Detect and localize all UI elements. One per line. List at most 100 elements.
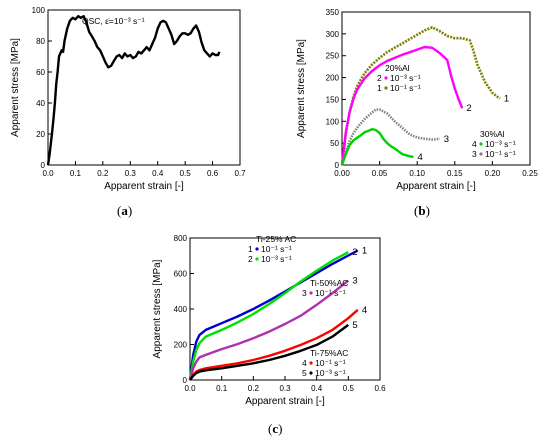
chart-panel-a: 0.0 0.1 0.2 0.3 0.4 0.5 0.6 0.7 0 20 40 60 80 100 Appa… xyxy=(0,0,250,220)
x-tick-label: 0.00 xyxy=(334,169,350,178)
y-tick-label: 200 xyxy=(326,74,340,83)
y-tick-label: 40 xyxy=(36,99,45,108)
legend-entry-text: 10⁻³ s⁻¹ xyxy=(315,368,346,378)
y-tick-label: 0 xyxy=(183,376,188,385)
caption-b: (b) xyxy=(414,203,430,218)
x-tick-label: 0.5 xyxy=(343,384,355,393)
y-tick-label: 250 xyxy=(326,52,340,61)
y-tick-label: 800 xyxy=(174,234,188,243)
series-line xyxy=(188,249,359,381)
x-tick-label: 0.0 xyxy=(184,384,196,393)
chart-a-svg: 0.0 0.1 0.2 0.3 0.4 0.5 0.6 0.7 0 20 40 60 80 100 Appa… xyxy=(10,6,246,192)
x-tick-label: 0.1 xyxy=(216,384,228,393)
y-axis-label: Apparent stress [MPa] xyxy=(296,39,307,138)
x-tick-label: 0.0 xyxy=(42,169,54,178)
series-end-label: 4 xyxy=(417,152,422,163)
legend-marker xyxy=(309,291,313,295)
y-tick-label: 350 xyxy=(326,8,340,17)
chart-panel-b: 0.00 0.05 0.10 0.15 0.20 0.25 0 50 100 150 200 250 3… xyxy=(282,0,550,225)
legend-entry-text: 10⁻³ s⁻¹ xyxy=(390,73,421,83)
plot-frame xyxy=(47,9,241,166)
legend-entry-number: 4 xyxy=(472,139,477,149)
legend-group-title: Ti-75%AC xyxy=(310,348,348,358)
series-end-label: 3 xyxy=(444,134,449,145)
caption-c: (c) xyxy=(268,421,283,436)
legend-entry-text: 10⁻¹ s⁻¹ xyxy=(485,149,516,159)
y-tick-label: 80 xyxy=(36,37,45,46)
x-tick-label: 0.1 xyxy=(70,169,82,178)
legend-marker xyxy=(309,371,313,375)
x-tick-label: 0.2 xyxy=(248,384,260,393)
y-tick-label: 300 xyxy=(326,30,340,39)
y-axis-label: Apparent stress [MPa] xyxy=(152,259,163,358)
legend-entry-number: 1 xyxy=(248,244,253,254)
x-tick-label: 0.6 xyxy=(207,169,219,178)
legend-entry-text: 10⁻¹ s⁻¹ xyxy=(315,288,346,298)
legend-entry-number: 2 xyxy=(248,254,253,264)
legend-entry-text: 10⁻¹ s⁻¹ xyxy=(261,244,292,254)
legend-entry-number: 5 xyxy=(302,368,307,378)
chart-c-svg: 0.0 0.1 0.2 0.3 0.4 0.5 0.6 0 200 400 600 800 Appare… xyxy=(152,234,386,407)
series-end-label: 2 xyxy=(466,103,471,114)
series-line xyxy=(340,108,440,166)
legend-group-title: Ti-25% AC xyxy=(256,234,296,244)
legend-marker xyxy=(384,86,388,90)
x-axis-label: Apparent strain [-] xyxy=(104,181,184,192)
legend-group-title: 30%Al xyxy=(480,129,505,139)
series-end-label: 5 xyxy=(352,320,357,331)
x-tick-label: 0.5 xyxy=(180,169,192,178)
legend-entry-number: 1 xyxy=(377,83,382,93)
caption-a: (a) xyxy=(117,203,133,218)
y-tick-label: 100 xyxy=(326,117,340,126)
legend-entry-number: 2 xyxy=(377,73,382,83)
y-tick-label: 50 xyxy=(330,139,339,148)
series-line xyxy=(340,45,464,166)
legend-marker xyxy=(384,76,388,80)
legend-entry-number: 3 xyxy=(472,149,477,159)
x-axis-label: Apparent strain [-] xyxy=(245,396,325,407)
series-end-label: 1 xyxy=(504,94,509,105)
series-line xyxy=(340,25,501,166)
y-tick-label: 200 xyxy=(174,341,188,350)
legend-entry-text: 10⁻¹ s⁻¹ xyxy=(315,358,346,368)
x-tick-label: 0.3 xyxy=(279,384,291,393)
legend-marker xyxy=(479,152,483,156)
legend-entry-number: 3 xyxy=(302,288,307,298)
x-tick-label: 0.20 xyxy=(485,169,501,178)
y-tick-label: 60 xyxy=(36,68,45,77)
legend-group-title: Ti-50%AC xyxy=(310,278,348,288)
legend-marker xyxy=(255,257,259,261)
series-end-label: 4 xyxy=(362,305,367,316)
x-tick-label: 0.3 xyxy=(125,169,137,178)
x-tick-label: 0.7 xyxy=(234,169,246,178)
series-line xyxy=(340,127,414,166)
series-line xyxy=(188,279,350,381)
legend-entry-text: 10⁻¹ s⁻¹ xyxy=(390,83,421,93)
x-tick-label: 0.05 xyxy=(372,169,388,178)
x-tick-label: 0.10 xyxy=(409,169,425,178)
legend-marker xyxy=(255,247,259,251)
y-tick-label: 150 xyxy=(326,95,340,104)
legend-entry-text: 10⁻³ s⁻¹ xyxy=(261,254,292,264)
series-line xyxy=(46,15,221,166)
x-tick-label: 0.2 xyxy=(97,169,109,178)
series-line xyxy=(188,251,349,381)
series-line xyxy=(189,323,350,381)
x-tick-label: 0.25 xyxy=(522,169,538,178)
chart-panel-c: 0.0 0.1 0.2 0.3 0.4 0.5 0.6 0 200 400 600 800 Appare… xyxy=(150,228,400,443)
legend-marker xyxy=(309,361,313,365)
y-tick-label: 0 xyxy=(41,161,46,170)
x-tick-label: 0.4 xyxy=(311,384,323,393)
x-tick-label: 0.4 xyxy=(152,169,164,178)
annotation-text: QSC, ε̇=10⁻³ s⁻¹ xyxy=(82,16,145,26)
x-tick-label: 0.15 xyxy=(447,169,463,178)
y-axis-label: Apparent stress [MPa] xyxy=(10,38,21,137)
y-tick-label: 600 xyxy=(174,270,188,279)
series-end-label: 1 xyxy=(362,246,367,257)
legend-group-title: 20%Al xyxy=(385,63,410,73)
legend-entry-number: 4 xyxy=(302,358,307,368)
y-tick-label: 100 xyxy=(32,6,46,15)
series-line xyxy=(188,308,359,381)
y-tick-label: 0 xyxy=(335,161,340,170)
x-tick-label: 0.6 xyxy=(374,384,386,393)
